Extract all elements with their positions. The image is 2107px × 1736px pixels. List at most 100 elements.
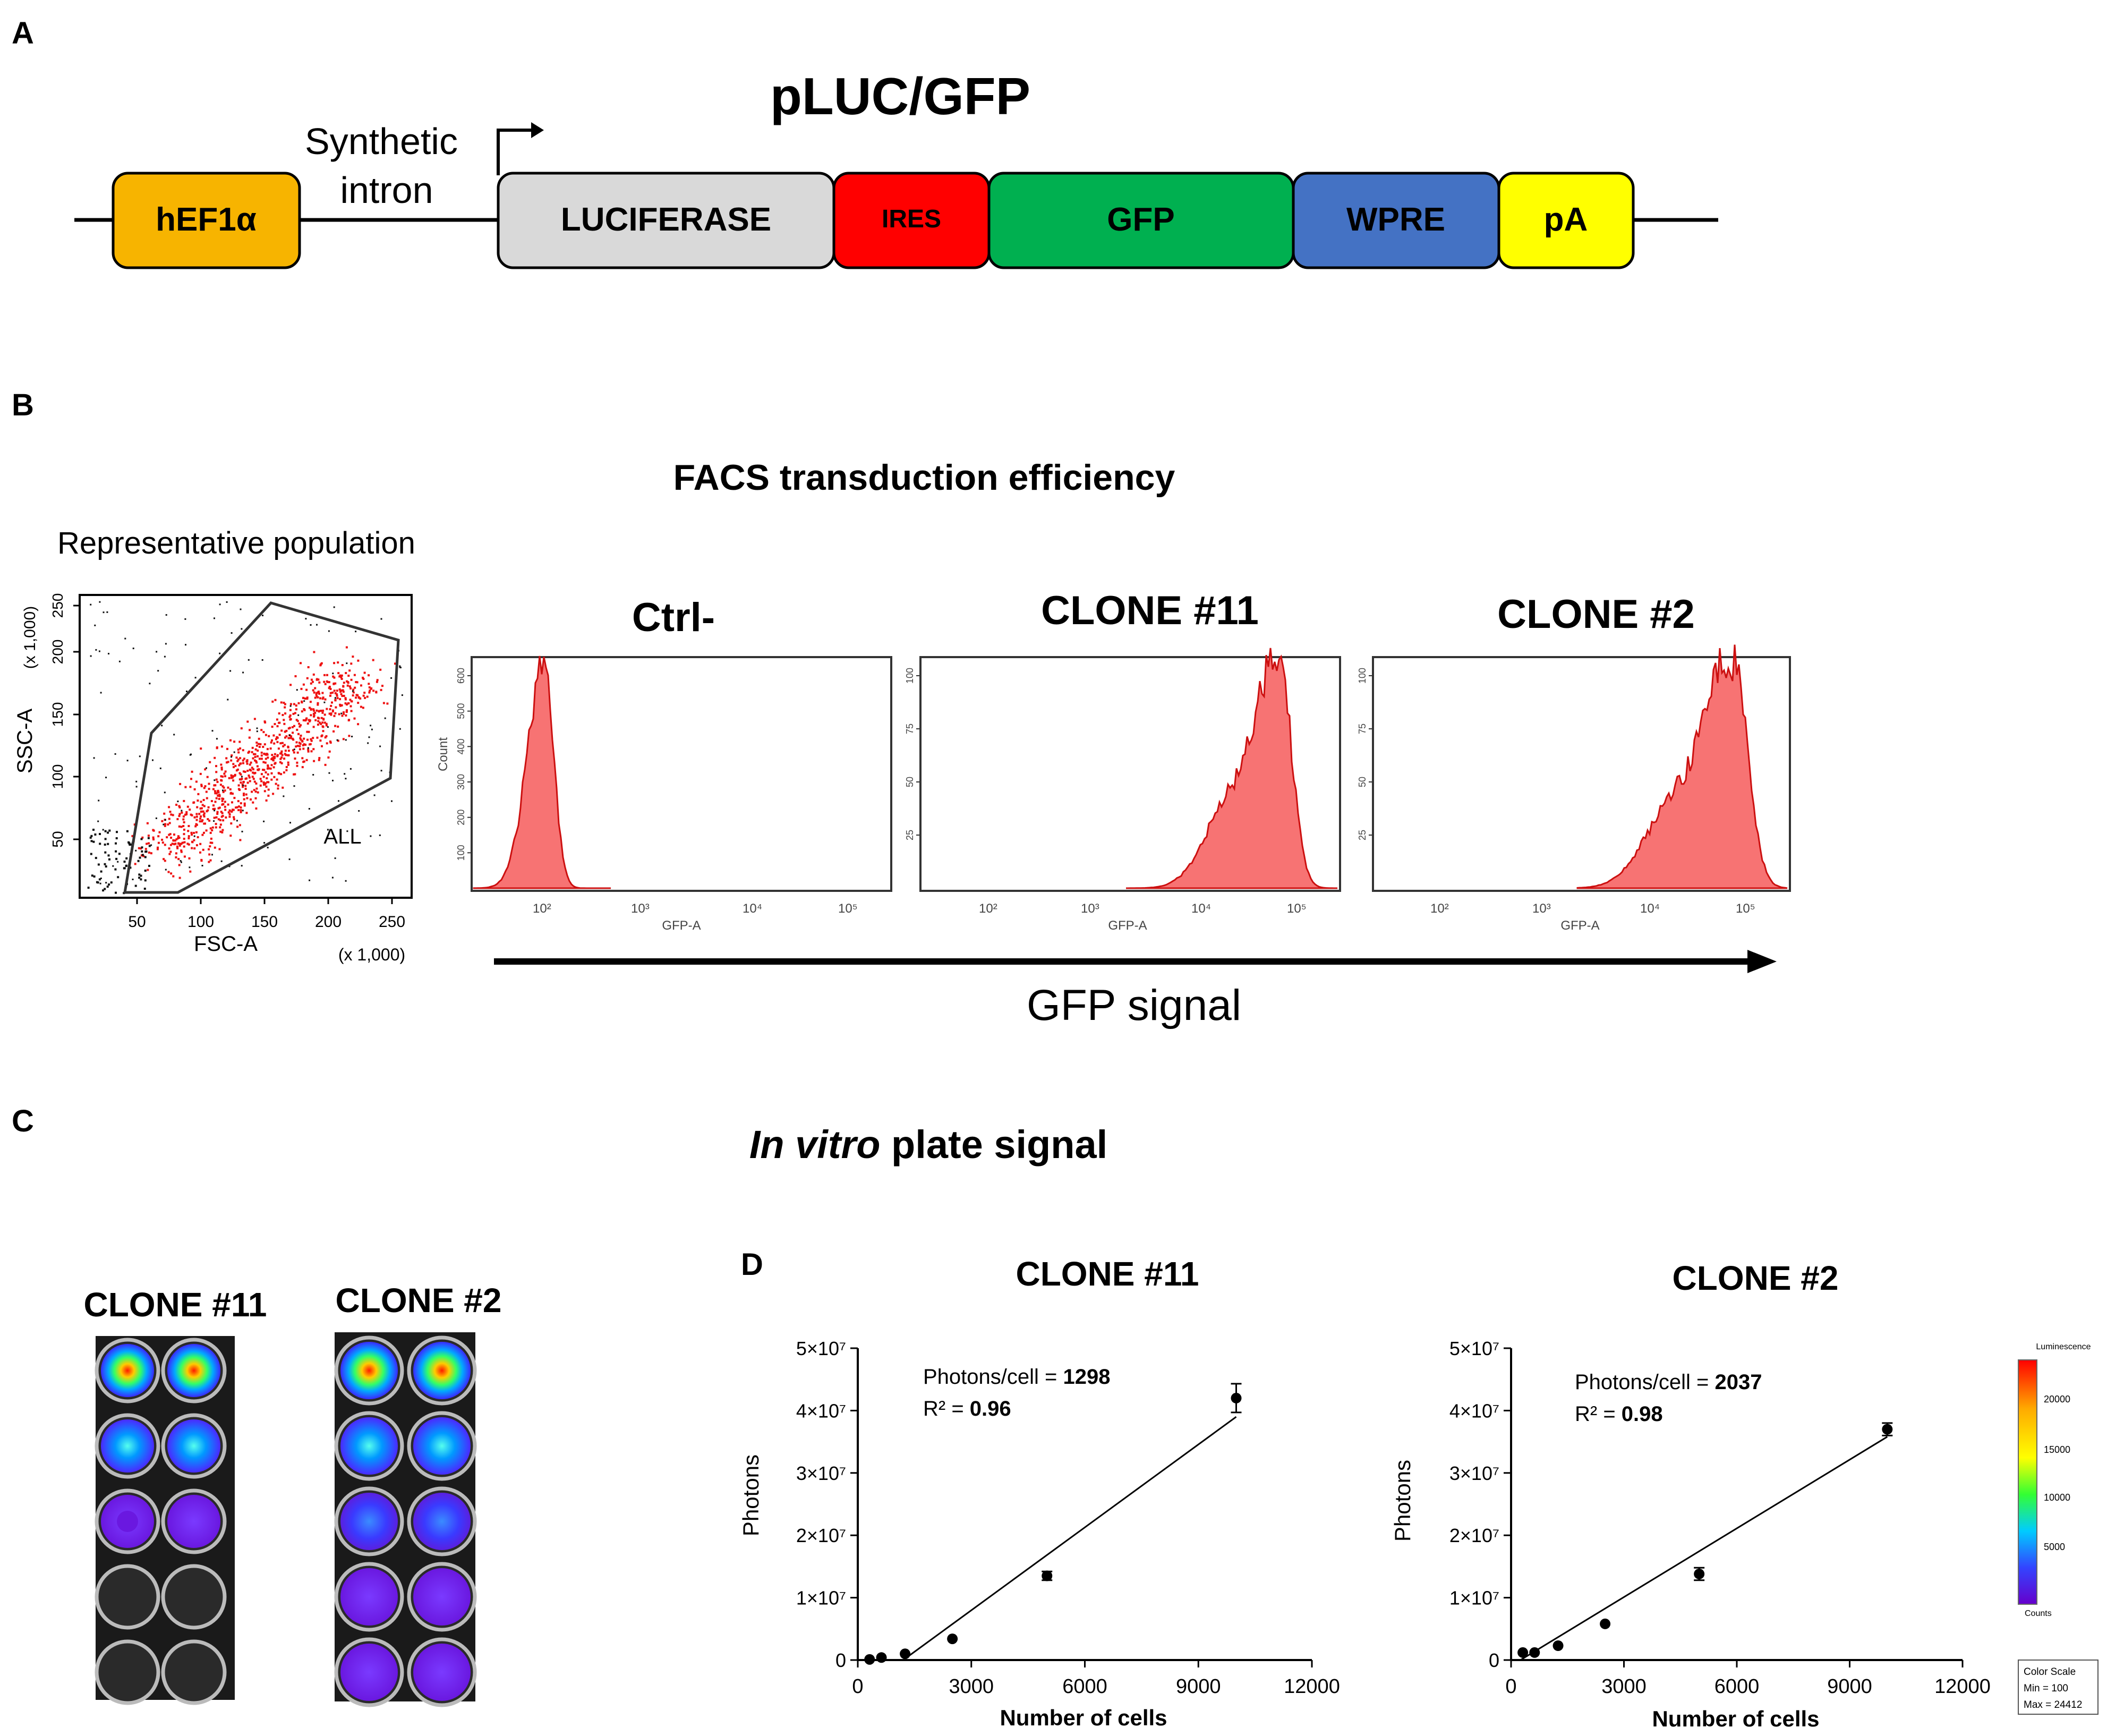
scatter-event-gated [372,659,374,661]
scatter-event-ungated [102,829,104,831]
scatter-event-gated [262,776,265,778]
scatter-event-gated [271,757,274,760]
scatter-event-gated [255,742,258,744]
scatter-event-gated [228,777,231,779]
scatter-event-gated [232,793,234,795]
scatter-event-gated [152,829,155,832]
scatter-event-gated [251,746,254,749]
scatter-event-gated [328,687,330,690]
scatter-event-gated [272,734,275,737]
scatter-event-ungated [98,799,100,802]
scatter-event-gated [230,822,233,825]
scatter-event-gated [352,694,354,697]
scatter-event-gated [263,720,266,723]
scatter-event-gated [190,778,192,780]
scatter-event-gated [295,708,297,711]
scatter-event-gated [375,691,378,694]
scatter-event-gated [216,811,219,813]
scatter-event-gated [331,691,334,694]
plate-clone2-label: CLONE #2 [336,1281,502,1320]
scatter-event-gated [220,767,223,769]
scatter-events [87,601,403,895]
scatter-event-ungated [135,780,138,782]
scatter-event-ungated [105,777,107,779]
histogram-clone2: CLONE #2 25 50 75 100 10² 10³ 10⁴ 10⁵ GFP-A [1357,592,1791,933]
scatter-event-gated [350,710,353,712]
scatter-xlabel: FSC-A [194,932,258,956]
scatter-event-gated [287,761,289,764]
scatter-event-gated [295,745,297,748]
plate-well-signal [117,1511,138,1532]
scatter-axis-ticks: 50 100 150 200 250 50 100 150 200 250 [49,593,405,931]
scatter-event-gated [370,687,372,690]
scatter-event-gated [260,773,263,776]
scatter-event-gated [321,711,324,714]
scatter-event-gated [199,818,202,820]
scatter-event-gated [252,771,254,774]
scatter-event-gated [175,852,177,855]
scatter-event-gated [328,681,330,684]
scatter-event-gated [232,809,235,811]
scatter-event-gated [180,826,183,828]
scatter-event-gated [278,734,281,736]
scatter-event-gated [334,699,337,702]
scatter-event-gated [231,776,233,779]
scatter-event-gated [224,805,226,808]
scatter-event-gated [172,839,175,842]
scatter-event-ungated [345,739,347,741]
scatter-event-ungated [401,694,403,696]
scatter-event-gated [146,822,149,824]
scatter-event-gated [293,751,295,754]
scatter-event-gated [237,758,240,761]
scatter-event-gated [147,835,150,837]
chart-x-tick-label: 3000 [949,1675,994,1698]
scatter-event-gated [167,871,170,873]
scatter-event-gated [221,803,224,805]
scatter-event-ungated [106,611,108,613]
scatter-event-gated [340,678,343,680]
scatter-event-gated [200,801,202,803]
intron-label-line2: intron [340,169,433,211]
scatter-event-gated [273,757,276,760]
scatter-event-gated [255,761,258,764]
scatter-event-gated [347,702,350,704]
scatter-event-gated [183,838,185,840]
scatter-event-gated [193,832,195,834]
scatter-event-gated [214,807,216,810]
scatter-event-ungated [233,751,235,753]
scatter-event-gated [200,860,203,862]
scatter-event-gated [293,725,295,727]
chart-x-tick-label: 3000 [1601,1675,1647,1698]
scatter-event-ungated [149,683,151,685]
scatter-event-ungated [115,850,117,853]
scatter-event-gated [312,689,314,692]
scatter-event-gated [340,674,343,677]
scatter-event-ungated [328,772,330,774]
scatter-event-ungated [219,652,221,654]
scatter-event-ungated [99,601,101,603]
scatter-event-gated [209,831,212,834]
chart-x-tick-label: 6000 [1714,1675,1760,1698]
scatter-event-gated [294,675,297,677]
scatter-event-ungated [99,833,101,835]
scatter-event-gated [277,787,279,790]
histogram-clone2-tick-0: 10² [1430,901,1449,916]
scatter-event-gated [246,762,249,765]
plate-well-signal [413,1568,471,1626]
scatter-event-gated [319,664,322,667]
scatter-event-ungated [327,829,329,831]
chart-clone11-r2-label: R² = [923,1397,970,1420]
plate-title-rest: plate signal [881,1122,1108,1167]
scatter-event-gated [349,705,352,708]
scatter-event-gated [288,716,291,718]
gfp-signal-label: GFP signal [1027,981,1241,1029]
scatter-event-gated [174,839,176,842]
chart-clone2-ylabel: Photons [1390,1460,1415,1542]
scatter-event-gated [252,801,254,804]
scatter-event-ungated [241,830,243,832]
scatter-event-gated [200,747,202,750]
scatter-event-gated [178,813,181,815]
scatter-event-gated [339,674,342,677]
scatter-event-gated [191,847,193,849]
chart-x-tick-label: 0 [1505,1675,1516,1698]
